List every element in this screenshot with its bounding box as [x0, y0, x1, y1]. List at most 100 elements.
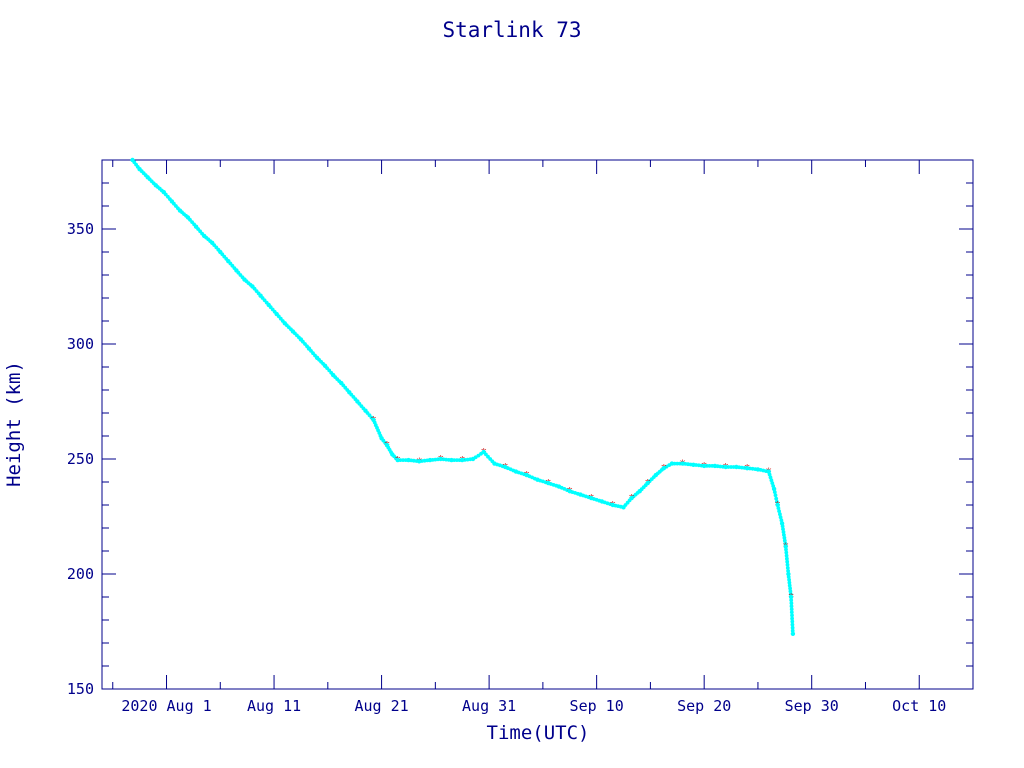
data-point: [331, 372, 336, 378]
data-marker: [774, 496, 779, 501]
data-marker: [789, 607, 794, 612]
data-marker: [782, 533, 786, 537]
y-tick-label: 350: [67, 220, 94, 238]
data-point: [503, 464, 508, 470]
data-marker: [784, 550, 789, 555]
x-tick-label: Sep 10: [570, 697, 624, 715]
data-point: [790, 631, 796, 636]
data-point: [589, 495, 594, 501]
data-marker: [772, 490, 777, 494]
data-point: [161, 190, 166, 195]
data-point: [680, 461, 685, 466]
data-marker: [786, 569, 790, 573]
data-point: [250, 284, 255, 289]
data-marker: [778, 515, 783, 520]
data-point: [322, 363, 328, 368]
data-point: [779, 521, 785, 526]
data-point: [371, 417, 376, 423]
data-marker: [778, 512, 782, 517]
data-point: [629, 495, 634, 501]
data-point: [766, 469, 771, 474]
data-point: [417, 459, 422, 464]
data-point: [226, 259, 231, 264]
data-point: [137, 167, 142, 172]
series-layer: ************************: [130, 157, 796, 636]
data-point: [390, 452, 395, 457]
data-marker: [784, 547, 788, 552]
data-point: [481, 449, 486, 455]
x-tick-labels: 2020 Aug 1 Aug 11 Aug 21 Aug 31 Sep 10 Sep 20…: [121, 697, 946, 715]
data-point: [745, 466, 750, 471]
x-axis-title: Time(UTC): [487, 722, 590, 744]
data-point: [193, 224, 199, 229]
data-marker: [789, 604, 794, 609]
data-point: [470, 456, 476, 462]
data-marker: [790, 622, 795, 627]
data-point: [691, 462, 696, 467]
data-marker: [401, 458, 405, 462]
data-point: [734, 464, 739, 470]
data-marker: [781, 527, 785, 531]
data-marker: [773, 493, 778, 498]
data-point: [755, 467, 761, 472]
chart-title: Starlink 73: [442, 18, 581, 42]
data-point: [145, 175, 150, 180]
data-point: [427, 457, 433, 463]
data-marker: [455, 458, 459, 462]
data-point: [771, 486, 777, 492]
data-point: [669, 461, 675, 466]
data-marker: [790, 613, 794, 618]
data-marker: [789, 610, 794, 615]
data-point: [234, 268, 239, 273]
data-marker: [675, 461, 680, 466]
data-marker: [790, 616, 794, 621]
data-point: [395, 457, 400, 463]
data-marker: [784, 553, 789, 558]
y-tick-label: 300: [67, 335, 94, 353]
x-tick-label: Oct 10: [892, 697, 946, 715]
data-marker: [785, 562, 790, 567]
data-point: [438, 456, 443, 462]
data-point: [556, 484, 562, 489]
series-line: [132, 159, 794, 634]
data-point: [406, 457, 411, 463]
data-point: [282, 321, 287, 326]
data-point: [621, 505, 626, 510]
data-point: [202, 233, 207, 239]
data-point: [524, 472, 529, 478]
data-point: [578, 492, 583, 497]
data-marker: [789, 598, 794, 602]
data-marker: [790, 628, 795, 633]
data-marker: [707, 464, 712, 468]
data-point: [788, 594, 794, 600]
data-marker: [790, 625, 795, 630]
data-marker: [785, 556, 789, 561]
data-marker: [787, 580, 792, 585]
data-point: [210, 240, 215, 245]
data-point: [384, 443, 390, 448]
data-point: [339, 380, 344, 386]
data-point: [218, 249, 223, 255]
data-point: [153, 183, 158, 188]
data-point: [169, 199, 175, 204]
data-point: [242, 277, 247, 282]
data-marker: [775, 499, 779, 504]
data-point: [266, 302, 271, 308]
data-point: [775, 502, 780, 508]
x-tick-label: 2020 Aug 1: [121, 697, 211, 715]
data-point: [314, 355, 320, 360]
data-point: [567, 489, 572, 494]
axis-ticks: [102, 159, 974, 690]
x-tick-label: Sep 30: [785, 697, 839, 715]
data-point: [130, 157, 135, 163]
data-point: [306, 346, 312, 351]
data-marker: [768, 475, 773, 480]
data-marker: [787, 577, 791, 582]
data-point: [661, 466, 666, 471]
data-marker: [790, 619, 795, 624]
data-point: [355, 399, 360, 404]
data-marker: [782, 538, 787, 543]
data-point: [610, 502, 615, 508]
data-point: [363, 408, 368, 413]
